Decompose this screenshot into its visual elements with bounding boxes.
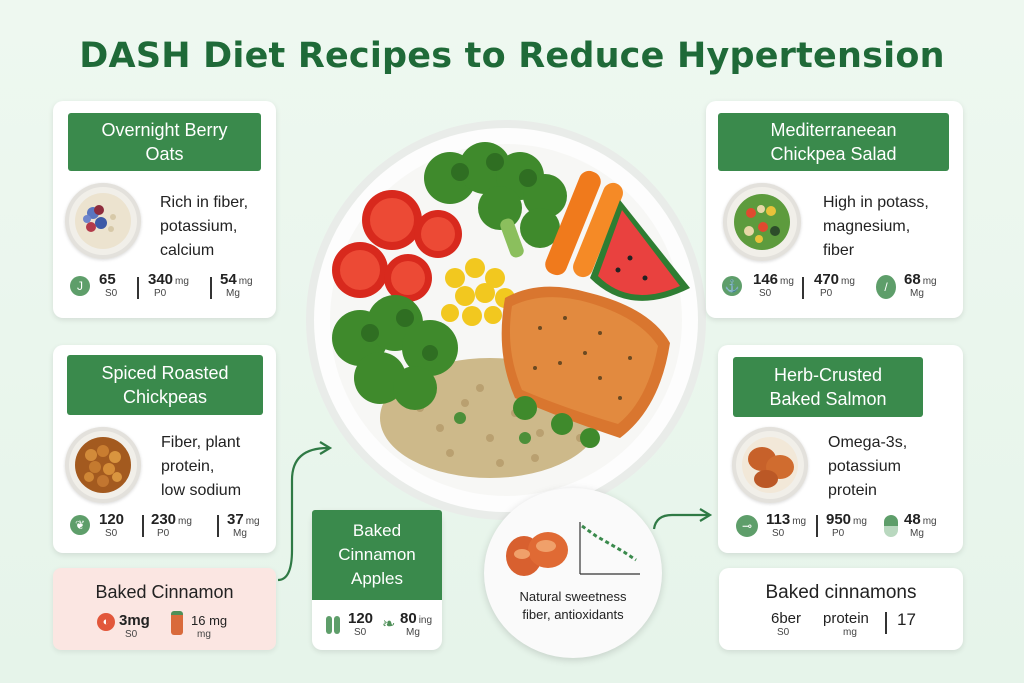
small-plate-caption: Natural sweetness fiber, antioxidants [519,589,627,622]
arrow-left [277,441,333,582]
dash-plate-illustration [306,120,706,520]
stat-protein: protein mg [823,610,869,638]
divider [137,277,139,299]
fish-icon: ⊸ [736,515,758,537]
trend-graph-icon [579,522,640,575]
stat-sodium: 120 S0 [348,610,374,638]
stat-sodium: 3mg S0 [119,612,150,640]
leaf-icon: / [876,275,896,299]
salad-bowl-image [723,183,801,261]
recipe-card-oats[interactable]: Overnight Berry Oats Rich in fiber, pota… [53,101,276,318]
stat-sodium: 65 S0 [99,271,118,299]
recipe-title: Baked Cinnamon Apples [312,510,442,600]
stat-sodium: 120 S0 [99,511,125,539]
stat-sodium: 146 mg S0 [753,271,794,299]
recipe-title: Baked Cinnamon [95,582,234,602]
stat-magnesium: 16 mg mg [191,613,228,640]
sodium-icon: J [70,276,90,296]
divider [210,277,212,299]
oats-bowl-image [65,183,141,259]
page-title: DASH Diet Recipes to Reduce Hypertension [79,36,945,76]
arrow-right [652,508,713,530]
recipe-card-apples[interactable]: Baked Cinnamon Apples 120 S0 ❧ 80 ing Mg [312,510,442,650]
stat-potassium: 470 mg P0 [814,271,855,299]
stat-magnesium: 37 mg Mg [227,511,260,539]
recipe-title: Mediterraneean Chickpea Salad [718,113,949,171]
chickpeas-bowl-image [65,427,141,503]
recipe-card-chickpeas[interactable]: Spiced Roasted Chickpeas Fiber, plant pr… [53,345,276,553]
stat-potassium: 230 mg P0 [151,511,192,539]
stat-potassium: 340 mg P0 [148,271,189,299]
recipe-card-salmon[interactable]: Herb-Crusted Baked Salmon Omega-3s, pota… [718,345,963,553]
recipe-title: Spiced Roasted Chickpeas [67,355,263,415]
pill-icon [884,515,898,537]
stat-potassium: 950 mg P0 [826,511,867,539]
recipe-card-baked-cinnamons[interactable]: Baked cinnamons 6ber S0 protein mg 17 [719,568,963,650]
recipe-description: Fiber, plant protein, low sodium [161,434,242,499]
recipe-description: Rich in fiber, potassium, calcium [160,194,249,259]
stat-magnesium: 48 mg Mg [904,511,937,539]
divider [142,515,144,537]
jar-icon [171,611,183,635]
divider [885,612,887,634]
divider [802,277,804,299]
recipe-title: Overnight Berry Oats [68,113,261,171]
sodium-icon [326,616,332,634]
leaf-icon: ❦ [70,515,90,535]
recipe-card-salad[interactable]: Mediterraneean Chickpea Salad High in po… [706,101,963,318]
divider [217,515,219,537]
stat-other: 17 [897,610,916,629]
baked-apple-image [506,532,568,576]
stat-magnesium: 80 ing Mg [400,610,433,638]
recipe-description: High in potass, magnesium, fiber [823,194,929,259]
apple-icon: ◐ [97,613,115,631]
divider [816,515,818,537]
recipe-title: Baked cinnamons [765,582,917,603]
small-plate [484,488,662,658]
recipe-title: Herb-Crusted Baked Salmon [733,357,923,417]
stat-magnesium: 54 mg Mg [220,271,253,299]
leaf-icon: ❧ [382,616,396,633]
recipe-card-baked-cinnamon[interactable]: Baked Cinnamon ◐ 3mg S0 16 mg mg [53,568,276,650]
recipe-description: Omega-3s, potassium protein [828,434,908,499]
salmon-bowl-image [732,427,808,503]
stat-magnesium: 68 mg Mg [904,271,937,299]
stat-fiber: 6ber S0 [771,610,802,638]
stat-sodium: 113 mg S0 [766,511,807,539]
sodium-icon: ⚓ [722,276,742,296]
